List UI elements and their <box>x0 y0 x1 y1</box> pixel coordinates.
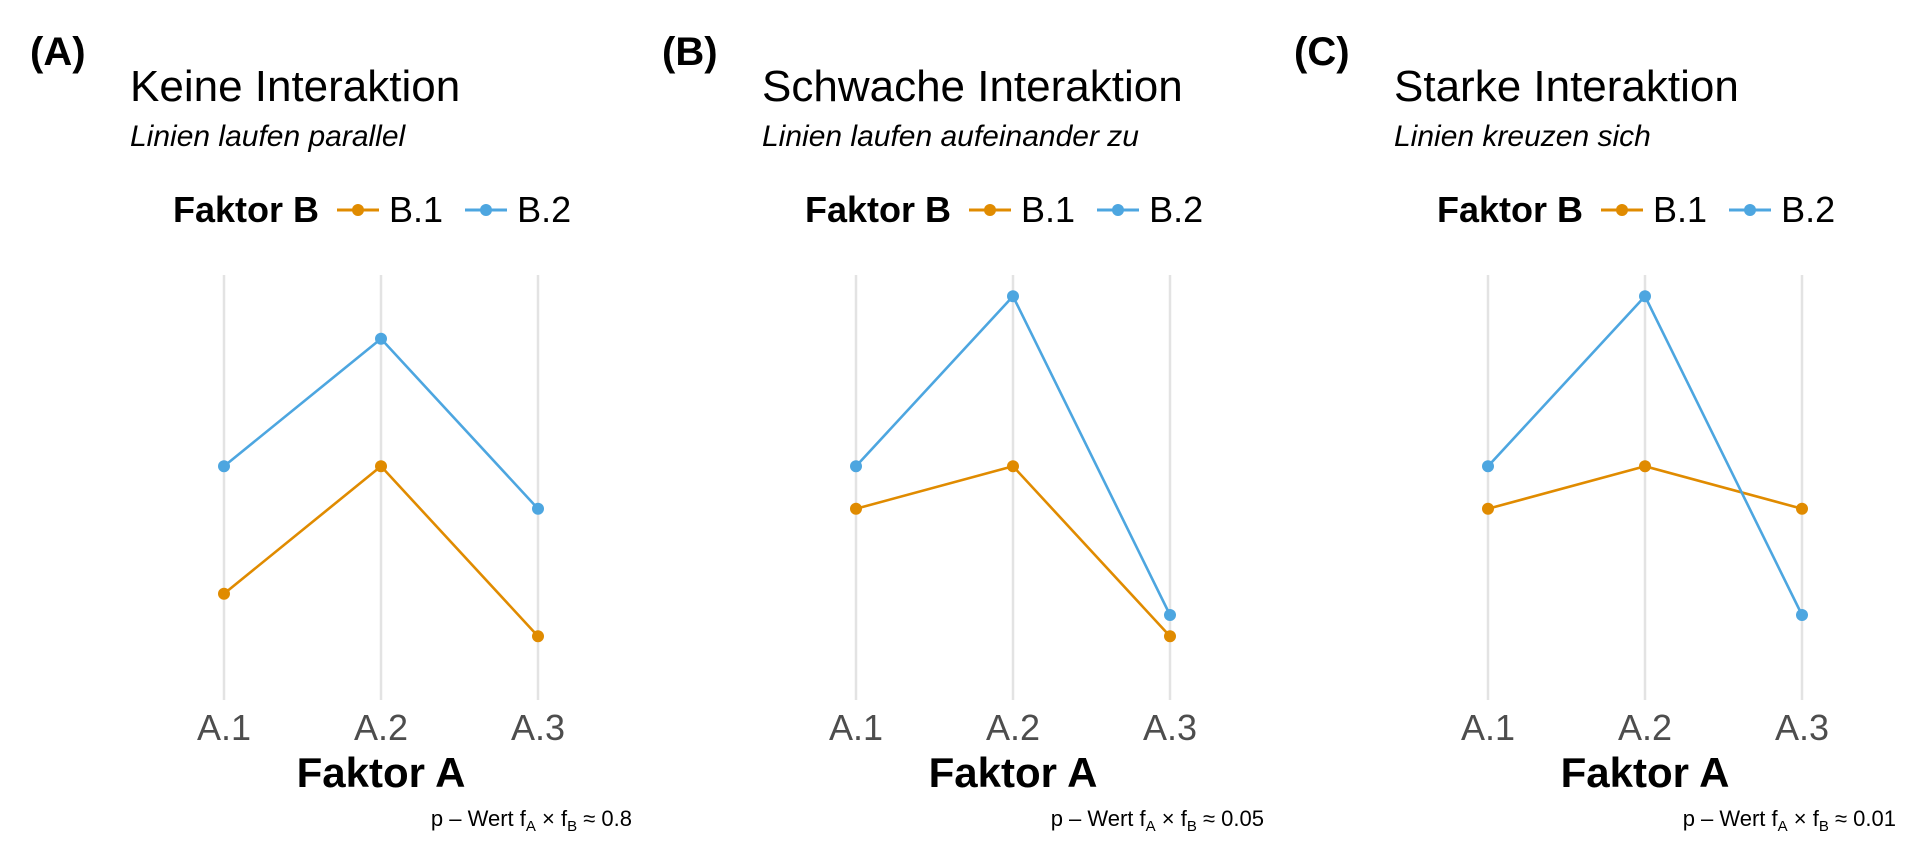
data-point-B.1 <box>1007 460 1019 473</box>
legend-key-b1 <box>337 204 380 216</box>
plot-area: A.1 A.2 A.3 Faktor A <box>1461 275 1829 796</box>
legend-item-b2: B.2 <box>463 189 571 231</box>
legend-title: Faktor B <box>173 189 320 230</box>
data-point-B.2 <box>1164 609 1176 621</box>
legend-label-b2: B.2 <box>1149 189 1204 230</box>
chart-panel-c: (C) Starke Interaktion Linien kreuzen si… <box>1264 0 1904 864</box>
data-point-B.2 <box>1639 290 1651 303</box>
data-point-B.1 <box>1482 502 1494 515</box>
legend-key-b2 <box>1729 204 1772 216</box>
legend-key-b1 <box>969 204 1012 216</box>
panel-tag: (B) <box>662 30 718 74</box>
data-point-B.1 <box>1796 502 1808 515</box>
legend-item-b2: B.2 <box>1727 189 1835 231</box>
chart-subtitle: Linien laufen aufeinander zu <box>762 120 1139 153</box>
data-point-B.2 <box>1007 290 1019 303</box>
data-point-B.2 <box>532 502 544 515</box>
p-value-caption: p – Wert fA × fB ≈ 0.05 <box>1050 806 1264 835</box>
p-value-caption: p – Wert fA × fB ≈ 0.8 <box>430 806 632 835</box>
chart-panel-b: (B) Schwache Interaktion Linien laufen a… <box>632 0 1272 864</box>
legend-key-b2 <box>465 204 508 216</box>
chart-title: Keine Interaktion <box>130 62 461 111</box>
legend-label-b2: B.2 <box>1781 189 1836 230</box>
plot-area: A.1 A.2 A.3 Faktor A <box>197 275 565 796</box>
x-tick-label: A.2 <box>986 707 1040 748</box>
data-point-B.2 <box>218 460 230 473</box>
x-axis-title: Faktor A <box>929 749 1098 796</box>
data-point-B.1 <box>218 587 230 600</box>
legend-key-b1 <box>1601 204 1644 216</box>
data-point-B.2 <box>1482 460 1494 473</box>
data-point-B.1 <box>532 630 544 643</box>
data-point-B.2 <box>1796 609 1808 621</box>
data-point-B.2 <box>375 332 387 345</box>
chart-title: Starke Interaktion <box>1394 62 1739 111</box>
x-tick-label: A.3 <box>1143 707 1197 748</box>
legend-label-b2: B.2 <box>517 189 572 230</box>
x-tick-label: A.1 <box>1461 707 1515 748</box>
data-point-B.2 <box>850 460 862 473</box>
legend-item-b2: B.2 <box>1095 189 1203 231</box>
legend-label-b1: B.1 <box>389 189 444 230</box>
x-tick-label: A.3 <box>1775 707 1829 748</box>
data-point-B.1 <box>375 460 387 473</box>
legend: Faktor B B.1 B.2 <box>805 186 1223 234</box>
legend-item-b1: B.1 <box>335 189 443 231</box>
legend: Faktor B B.1 B.2 <box>173 186 591 234</box>
legend-title: Faktor B <box>805 189 952 230</box>
data-point-B.1 <box>1164 630 1176 643</box>
legend-label-b1: B.1 <box>1653 189 1708 230</box>
data-point-B.1 <box>850 502 862 515</box>
chart-subtitle: Linien laufen parallel <box>130 120 406 153</box>
chart-panel-a: (A) Keine Interaktion Linien laufen para… <box>0 0 640 864</box>
panel-tag: (A) <box>30 30 86 74</box>
panel-tag: (C) <box>1294 30 1350 74</box>
chart-title: Schwache Interaktion <box>762 62 1183 111</box>
x-tick-label: A.1 <box>829 707 883 748</box>
p-value-caption: p – Wert fA × fB ≈ 0.01 <box>1682 806 1896 835</box>
x-axis-title: Faktor A <box>1561 749 1730 796</box>
legend-title: Faktor B <box>1437 189 1584 230</box>
x-axis-title: Faktor A <box>297 749 466 796</box>
legend-item-b1: B.1 <box>967 189 1075 231</box>
chart-subtitle: Linien kreuzen sich <box>1394 120 1651 153</box>
legend: Faktor B B.1 B.2 <box>1437 186 1855 234</box>
legend-label-b1: B.1 <box>1021 189 1076 230</box>
data-point-B.1 <box>1639 460 1651 473</box>
legend-key-b2 <box>1097 204 1140 216</box>
x-tick-label: A.1 <box>197 707 251 748</box>
legend-item-b1: B.1 <box>1599 189 1707 231</box>
x-tick-label: A.2 <box>354 707 408 748</box>
x-tick-label: A.2 <box>1618 707 1672 748</box>
x-tick-label: A.3 <box>511 707 565 748</box>
plot-area: A.1 A.2 A.3 Faktor A <box>829 275 1197 796</box>
